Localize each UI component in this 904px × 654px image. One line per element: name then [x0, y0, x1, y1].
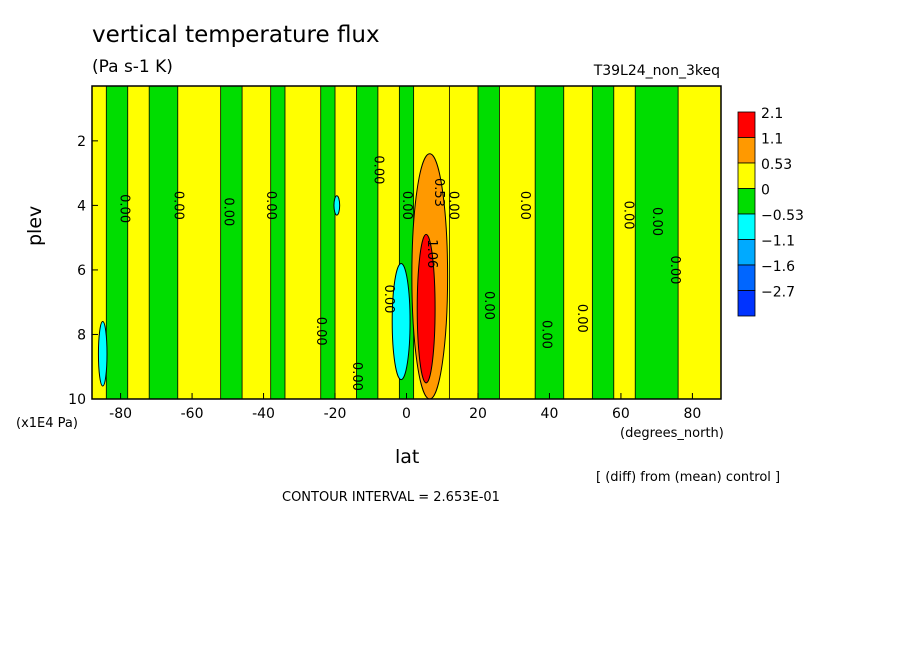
- contour-label-8: 0.00: [517, 191, 532, 220]
- band-green-9: [320, 86, 336, 399]
- feature-cyan-3: [97, 321, 108, 387]
- band-green-3: [149, 86, 178, 399]
- band-green-5: [220, 86, 243, 399]
- x-tick-label-4: 0: [402, 406, 411, 422]
- colorbar-swatch-0: [737, 111, 756, 138]
- contour-label-13: 0.00: [538, 320, 553, 349]
- band-yellow-4: [177, 86, 221, 399]
- contour-label-2: 0.00: [220, 197, 235, 226]
- chart-title: vertical temperature flux: [92, 22, 380, 48]
- colorbar-swatch-6: [737, 264, 756, 291]
- y-axis-unit: (x1E4 Pa): [16, 416, 78, 431]
- x-tick-label-3: -20: [324, 406, 347, 422]
- band-green-16: [477, 86, 500, 399]
- colorbar-label-3: 0: [761, 183, 770, 199]
- colorbar-swatch-4: [737, 213, 756, 240]
- run-label: T39L24_non_3keq: [593, 63, 720, 79]
- chart-units: (Pa s-1 K): [92, 57, 173, 77]
- colorbar-swatch-5: [737, 239, 756, 266]
- band-yellow-15: [449, 86, 478, 399]
- band-yellow-10: [335, 86, 357, 399]
- colorbar-label-4: −0.53: [761, 208, 804, 224]
- band-yellow-8: [284, 86, 321, 399]
- feature-red-1: [416, 233, 436, 384]
- colorbar-label-2: 0.53: [761, 157, 792, 173]
- band-yellow-0: [92, 86, 107, 399]
- contour-label-18: 1.06: [424, 239, 439, 268]
- y-tick-label-1: 4: [77, 198, 86, 214]
- band-yellow-21: [613, 86, 636, 399]
- colorbar-label-1: 1.1: [761, 132, 783, 148]
- feature-cyan-4: [333, 195, 341, 216]
- diff-note: [ (diff) from (mean) control ]: [596, 470, 781, 485]
- x-tick-label-0: -80: [109, 406, 132, 422]
- contour-label-4: 0.00: [370, 155, 385, 184]
- y-tick-label-3: 8: [77, 327, 86, 343]
- band-yellow-2: [127, 86, 150, 399]
- band-yellow-19: [563, 86, 593, 399]
- colorbar-swatch-3: [737, 188, 756, 215]
- x-tick-label-5: 20: [469, 406, 487, 422]
- contour-label-6: 0.53: [431, 178, 446, 207]
- y-tick-label-2: 6: [77, 263, 86, 279]
- feature-cyan-2: [391, 262, 411, 381]
- band-green-1: [106, 86, 128, 399]
- band-green-22: [635, 86, 679, 399]
- y-axis-label: plev: [24, 205, 46, 246]
- contour-label-15: 0.00: [313, 317, 328, 346]
- x-tick-label-1: -60: [181, 406, 204, 422]
- contour-interval: CONTOUR INTERVAL = 2.653E-01: [282, 490, 500, 505]
- band-yellow-6: [242, 86, 271, 399]
- band-green-20: [592, 86, 614, 399]
- colorbar-swatch-2: [737, 162, 756, 189]
- colorbar-label-5: −1.1: [761, 234, 795, 250]
- contour-label-0: 0.00: [117, 194, 132, 223]
- contour-label-11: 0.00: [667, 255, 682, 284]
- x-tick-label-7: 60: [612, 406, 630, 422]
- contour-label-16: 0.00: [349, 362, 364, 391]
- colorbar-label-7: −2.7: [761, 285, 795, 301]
- colorbar-label-0: 2.1: [761, 106, 783, 122]
- x-tick-label-8: 80: [683, 406, 701, 422]
- band-yellow-23: [678, 86, 721, 399]
- y-tick-label-4: 10: [68, 392, 86, 408]
- contour-label-17: 0.00: [381, 284, 396, 313]
- band-green-18: [535, 86, 564, 399]
- x-tick-label-6: 40: [541, 406, 559, 422]
- contour-label-14: 0.00: [574, 304, 589, 333]
- contour-label-12: 0.00: [481, 291, 496, 320]
- x-axis-unit: (degrees_north): [620, 426, 724, 441]
- contour-label-1: 0.00: [170, 191, 185, 220]
- x-tick-label-2: -40: [252, 406, 275, 422]
- band-yellow-17: [499, 86, 536, 399]
- colorbar-swatch-1: [737, 137, 756, 164]
- contour-label-9: 0.00: [621, 201, 636, 230]
- y-tick-label-0: 2: [77, 134, 86, 150]
- contour-label-10: 0.00: [649, 207, 664, 236]
- colorbar-label-6: −1.6: [761, 259, 795, 275]
- band-green-7: [270, 86, 285, 399]
- contour-label-3: 0.00: [263, 191, 278, 220]
- colorbar-swatch-7: [737, 290, 756, 317]
- band-green-11: [356, 86, 378, 399]
- contour-label-5: 0.00: [399, 191, 414, 220]
- contour-label-7: 0.00: [445, 191, 460, 220]
- x-axis-label: lat: [395, 446, 420, 468]
